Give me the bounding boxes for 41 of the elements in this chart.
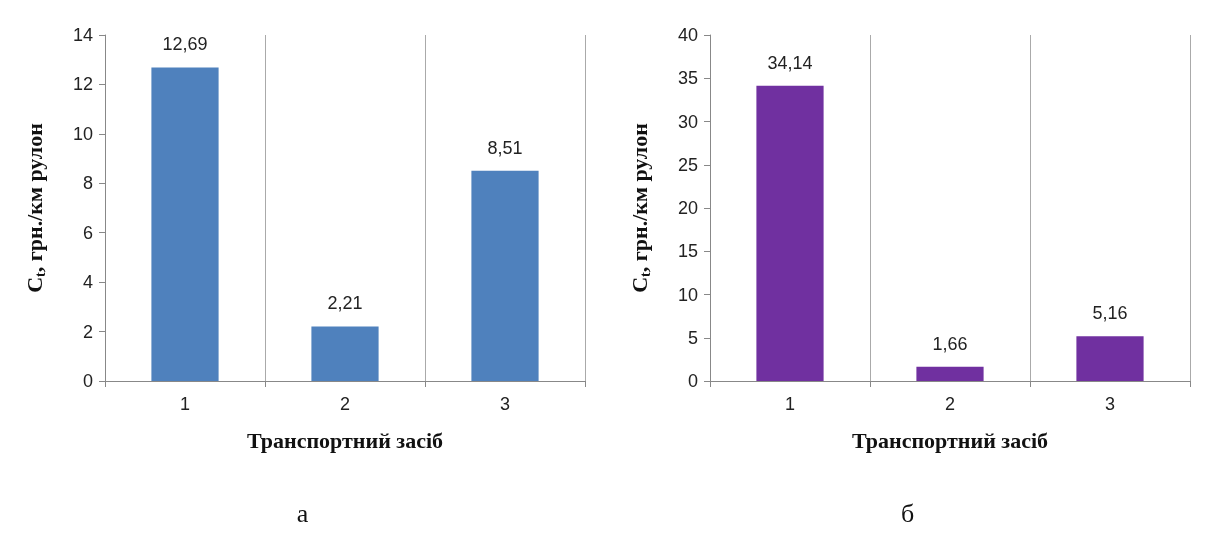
x-tick-label: 3 [1104, 394, 1116, 414]
y-tick-label: 0 [687, 371, 698, 391]
data-label: 1,66 [932, 333, 968, 354]
y-tick-label: 10 [677, 284, 698, 305]
data-label: 12,69 [162, 34, 208, 55]
y-axis-title: Ct, грн./км рулон [21, 122, 48, 293]
bar [471, 170, 539, 381]
y-tick-label: 40 [677, 25, 698, 45]
y-tick-label: 4 [82, 272, 93, 293]
text: б [900, 498, 915, 528]
y-tick-label: 35 [677, 68, 698, 89]
y-tick-label: 2 [82, 321, 93, 342]
x-axis-title: Транспортний засіб [246, 427, 444, 453]
y-tick-label: 12 [72, 74, 93, 95]
y-axis-title: Ct, грн./км рулон [626, 122, 653, 293]
y-tick-label: 5 [687, 327, 698, 348]
bar [916, 366, 984, 381]
y-tick-label: 6 [82, 222, 93, 243]
data-label: 34,14 [767, 52, 813, 73]
x-axis-title: Транспортний засіб [851, 427, 1049, 453]
y-tick-label: 8 [82, 173, 93, 194]
x-tick-label: 1 [784, 394, 796, 414]
y-tick-label: 30 [677, 111, 698, 132]
y-tick-label: 25 [677, 154, 698, 175]
text: а [296, 498, 309, 528]
x-tick-label: 3 [499, 394, 511, 414]
x-tick-label: 1 [179, 394, 191, 414]
bar [756, 85, 824, 381]
y-tick-label: 0 [82, 371, 93, 391]
bar [151, 67, 219, 381]
x-tick-label: 2 [339, 394, 351, 414]
data-label: 2,21 [327, 293, 363, 314]
bar [311, 326, 379, 381]
y-tick-label: 15 [677, 241, 698, 262]
y-tick-label: 14 [72, 25, 93, 45]
x-tick-label: 2 [944, 394, 956, 414]
y-tick-label: 10 [72, 123, 93, 144]
data-label: 8,51 [487, 137, 523, 158]
y-tick-label: 20 [677, 198, 698, 218]
bar [1076, 336, 1144, 381]
data-label: 5,16 [1092, 303, 1128, 324]
